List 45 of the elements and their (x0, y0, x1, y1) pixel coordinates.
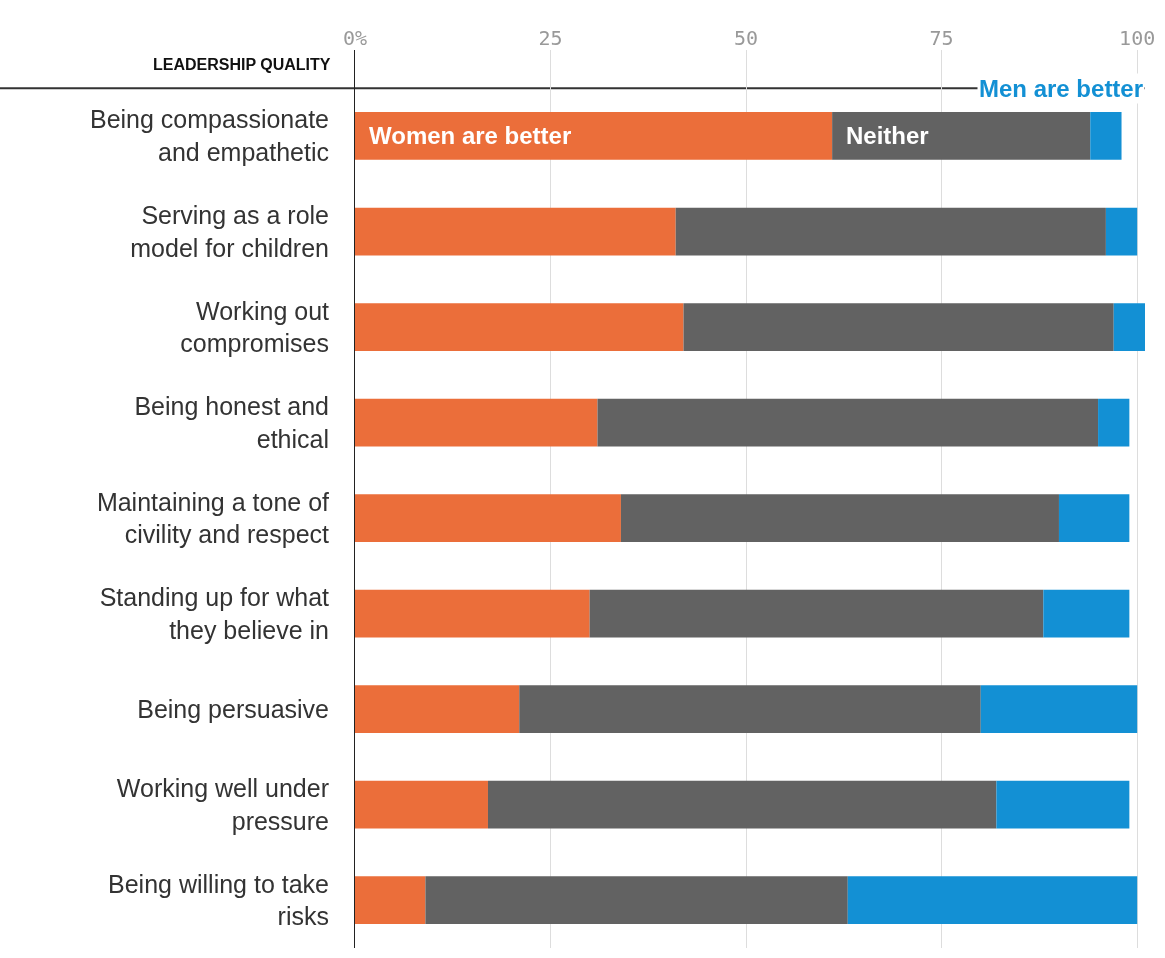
y-axis-title: LEADERSHIP QUALITY (153, 56, 331, 73)
bar (1090, 112, 1122, 160)
bar (355, 398, 598, 447)
bar (589, 589, 1044, 638)
bar (675, 207, 1106, 256)
x-tick-label: 0% (342, 26, 368, 50)
bar (355, 685, 520, 734)
bar (832, 112, 1091, 160)
bar (1113, 303, 1145, 351)
bar (980, 685, 1138, 734)
y-tick-label: Working out compromises (180, 296, 330, 358)
y-tick-label: Being willing to take risks (108, 869, 329, 931)
y-tick-label: Being compassionate and empathetic (89, 105, 329, 166)
y-tick-label: Being honest and ethical (134, 392, 329, 453)
x-tick-label: 50 (734, 26, 759, 50)
bar (355, 494, 621, 542)
bar (597, 398, 1099, 447)
bar (355, 589, 590, 638)
bar (519, 685, 981, 734)
bar (847, 876, 1138, 925)
bar (487, 780, 997, 829)
bar (355, 876, 426, 925)
bar (1043, 589, 1130, 638)
bar (355, 207, 676, 256)
series-label: Men are better (979, 75, 1144, 102)
bar (683, 303, 1114, 351)
series-label: Women are better (369, 122, 572, 149)
bar (1098, 398, 1130, 447)
series-label: Neither (846, 122, 929, 149)
y-tick-label: Maintaining a tone of civility and respect (96, 487, 330, 549)
bar (355, 780, 488, 829)
bar (355, 112, 833, 160)
bar (996, 780, 1130, 829)
y-tick-label: Being persuasive (137, 694, 329, 723)
y-tick-label: Working well under pressure (116, 774, 329, 835)
y-tick-label: Standing up for what they believe in (99, 583, 330, 644)
bar (1058, 494, 1130, 542)
bar (1105, 207, 1138, 256)
x-tick-label: 25 (538, 26, 563, 50)
bar (425, 876, 848, 925)
x-tick-label: 75 (929, 26, 954, 50)
bar (355, 303, 684, 351)
x-tick-label: 100 (1119, 26, 1156, 50)
y-tick-label: Serving as a role model for children (130, 201, 329, 262)
bar (620, 494, 1059, 542)
